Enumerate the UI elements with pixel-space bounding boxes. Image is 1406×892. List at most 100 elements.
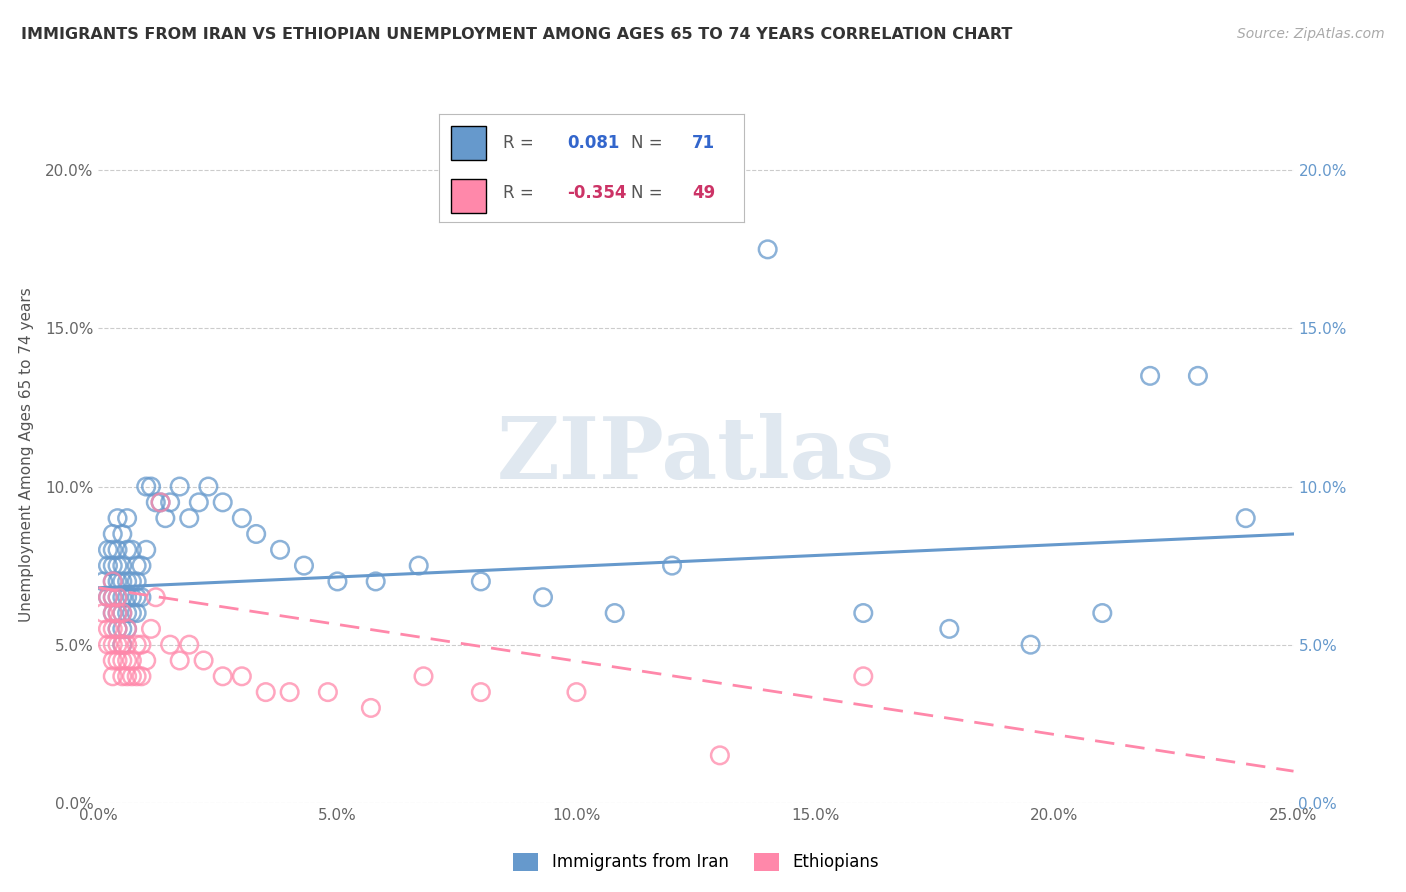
Point: [107, 591, 129, 605]
Point: [135, 542, 157, 557]
Point: [603, 606, 626, 620]
Point: [111, 638, 134, 652]
Point: [101, 606, 124, 620]
Point: [193, 653, 215, 667]
Point: [107, 511, 129, 525]
Point: [115, 591, 138, 605]
Point: [364, 574, 387, 589]
Point: [97, 638, 120, 652]
Point: [852, 606, 875, 620]
Point: [121, 669, 143, 683]
Point: [565, 685, 588, 699]
Point: [111, 591, 134, 605]
Point: [101, 591, 124, 605]
Point: [1187, 368, 1209, 383]
Point: [115, 622, 138, 636]
Point: [187, 495, 209, 509]
Point: [107, 574, 129, 589]
Point: [111, 638, 134, 652]
Point: [101, 669, 124, 683]
Point: [101, 527, 124, 541]
Point: [278, 685, 301, 699]
Point: [756, 243, 779, 257]
Point: [145, 591, 167, 605]
Point: [91, 574, 114, 589]
Point: [111, 574, 134, 589]
Text: Source: ZipAtlas.com: Source: ZipAtlas.com: [1237, 27, 1385, 41]
Point: [661, 558, 683, 573]
Point: [211, 495, 233, 509]
Point: [121, 542, 143, 557]
Point: [101, 558, 124, 573]
Point: [101, 574, 124, 589]
Point: [1019, 638, 1042, 652]
Point: [111, 606, 134, 620]
Point: [316, 685, 339, 699]
Point: [111, 669, 134, 683]
Legend: Immigrants from Iran, Ethiopians: Immigrants from Iran, Ethiopians: [506, 846, 886, 878]
Point: [97, 591, 120, 605]
Point: [169, 653, 191, 667]
Point: [135, 479, 157, 493]
Point: [159, 638, 181, 652]
Point: [470, 574, 492, 589]
Point: [121, 591, 143, 605]
Point: [231, 669, 253, 683]
Point: [125, 558, 148, 573]
Point: [245, 527, 267, 541]
Point: [115, 574, 138, 589]
Point: [121, 606, 143, 620]
Point: [111, 622, 134, 636]
Point: [121, 574, 143, 589]
Point: [107, 653, 129, 667]
Point: [292, 558, 315, 573]
Point: [211, 669, 233, 683]
Text: IMMIGRANTS FROM IRAN VS ETHIOPIAN UNEMPLOYMENT AMONG AGES 65 TO 74 YEARS CORRELA: IMMIGRANTS FROM IRAN VS ETHIOPIAN UNEMPL…: [21, 27, 1012, 42]
Point: [107, 558, 129, 573]
Point: [269, 542, 291, 557]
Point: [145, 495, 167, 509]
Point: [101, 606, 124, 620]
Point: [709, 748, 731, 763]
Point: [111, 527, 134, 541]
Point: [125, 638, 148, 652]
Point: [326, 574, 349, 589]
Point: [254, 685, 277, 699]
Point: [1091, 606, 1114, 620]
Point: [101, 622, 124, 636]
Point: [169, 479, 191, 493]
Point: [125, 669, 148, 683]
Point: [97, 558, 120, 573]
Point: [470, 685, 492, 699]
Point: [97, 542, 120, 557]
Point: [111, 653, 134, 667]
Point: [149, 495, 172, 509]
Point: [531, 591, 554, 605]
Point: [107, 606, 129, 620]
Point: [125, 606, 148, 620]
Point: [107, 622, 129, 636]
Point: [1234, 511, 1257, 525]
Point: [139, 479, 162, 493]
Point: [179, 638, 201, 652]
Point: [852, 669, 875, 683]
Point: [1139, 368, 1161, 383]
Point: [97, 591, 120, 605]
Point: [97, 622, 120, 636]
Point: [159, 495, 181, 509]
Point: [938, 622, 960, 636]
Point: [107, 606, 129, 620]
Point: [149, 495, 172, 509]
Point: [107, 638, 129, 652]
Point: [107, 591, 129, 605]
Point: [101, 653, 124, 667]
Point: [408, 558, 430, 573]
Point: [131, 669, 153, 683]
Point: [155, 511, 177, 525]
Point: [360, 701, 382, 715]
Point: [115, 638, 138, 652]
Point: [101, 542, 124, 557]
Point: [131, 638, 153, 652]
Point: [115, 511, 138, 525]
Point: [107, 542, 129, 557]
